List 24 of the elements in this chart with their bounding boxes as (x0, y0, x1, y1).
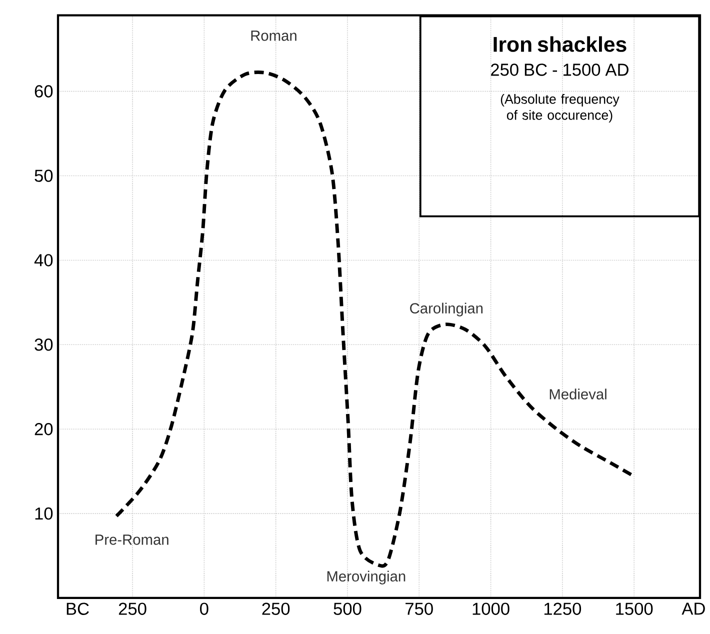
annotation: Carolingian (410, 302, 483, 316)
text: Iron shackles (494, 36, 626, 52)
text: 250 BC - 1500 AD (491, 64, 628, 76)
x-tick-label: 0 (200, 602, 208, 615)
x-tick-label: 250 (118, 602, 146, 615)
y-tick-label: 30 (34, 338, 53, 351)
annotation: (Absolute frequency of site occurence) (500, 94, 620, 122)
y-tick-label: 10 (35, 507, 53, 520)
x-tick-label: 750 (406, 602, 433, 615)
x-tick-label: 1000 (472, 602, 510, 615)
x-tick-label: 1250 (544, 602, 582, 615)
annotation: Roman (251, 30, 296, 41)
annotation: Pre-Roman (96, 534, 168, 545)
y-tick-label: 40 (34, 254, 53, 266)
annotation: Medieval (550, 388, 606, 400)
x-tick-label: 250 (262, 602, 290, 615)
y-tick-label: 20 (34, 422, 53, 436)
y-tick-label: 60 (34, 85, 53, 98)
y-tick-label: 50 (34, 170, 53, 182)
annotation: Merovingian (327, 570, 406, 584)
x-tick-label: 500 (334, 602, 362, 615)
x-tick-label: AD (682, 602, 705, 615)
x-tick-label: BC (66, 602, 89, 615)
x-tick-label: 1500 (616, 602, 653, 615)
